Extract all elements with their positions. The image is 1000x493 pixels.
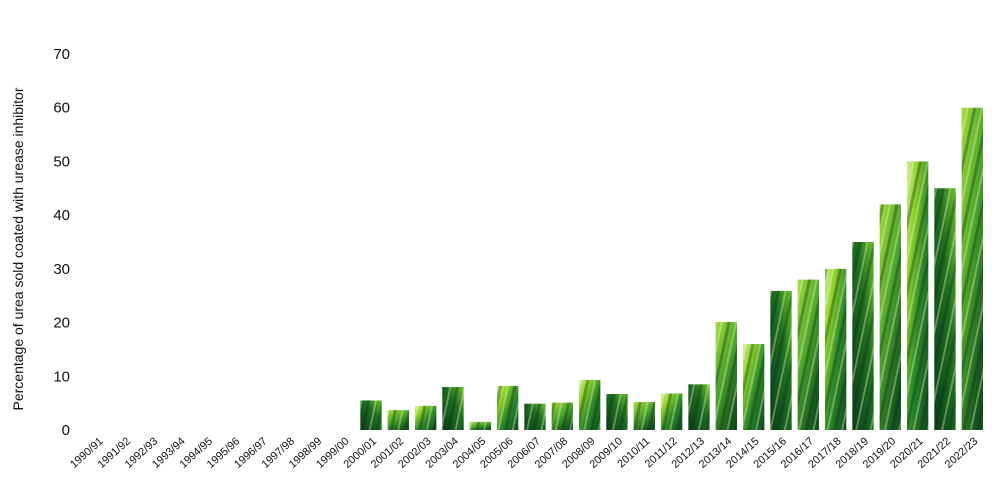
bar-texture	[852, 242, 874, 430]
bar	[469, 421, 491, 430]
bar-texture	[961, 107, 983, 431]
y-tick-label: 40	[53, 207, 70, 224]
bar	[688, 384, 710, 430]
y-axis-title: Percentage of urea sold coated with urea…	[10, 87, 26, 410]
y-tick-label: 10	[53, 368, 70, 385]
bar-texture	[360, 400, 382, 430]
bar	[497, 385, 519, 430]
bar	[524, 403, 546, 430]
y-tick-label: 30	[53, 261, 70, 278]
y-axis: 0 10 20 30 40 50 60 70	[53, 46, 70, 439]
bar-texture	[606, 394, 628, 430]
bar-texture	[524, 403, 546, 430]
bar	[934, 188, 956, 430]
bar-texture	[770, 290, 792, 430]
bar-texture	[743, 344, 765, 430]
bar	[797, 279, 819, 430]
bar-texture	[497, 385, 519, 430]
bar	[387, 410, 409, 430]
bar-texture	[825, 268, 847, 430]
bar	[825, 268, 847, 430]
x-axis: 1990/911991/921992/931993/941994/951995/…	[68, 435, 980, 471]
bar	[743, 344, 765, 430]
bar	[907, 161, 929, 430]
bar-texture	[797, 279, 819, 430]
bar	[661, 393, 683, 430]
y-tick-label: 70	[53, 46, 70, 63]
bar	[879, 204, 901, 430]
bar	[770, 290, 792, 430]
bar	[961, 107, 983, 431]
bar-texture	[715, 322, 737, 430]
bar	[360, 400, 382, 430]
bar	[551, 402, 573, 430]
bar-texture	[879, 204, 901, 430]
bar	[852, 242, 874, 430]
bar-texture	[387, 410, 409, 430]
bar	[606, 394, 628, 430]
bar-texture	[579, 380, 601, 430]
bar-texture	[551, 402, 573, 430]
bar	[442, 387, 464, 430]
bar-texture	[907, 161, 929, 430]
bar-texture	[415, 405, 437, 430]
bar	[633, 402, 655, 430]
bars	[360, 107, 983, 431]
bar-texture	[934, 188, 956, 430]
bar-texture	[688, 384, 710, 430]
bar-texture	[633, 402, 655, 430]
y-tick-label: 50	[53, 153, 70, 170]
bar-texture	[469, 421, 491, 430]
y-tick-label: 0	[62, 422, 70, 439]
bar	[415, 405, 437, 430]
bar-texture	[442, 387, 464, 430]
y-tick-label: 60	[53, 100, 70, 117]
bar	[579, 380, 601, 430]
y-tick-label: 20	[53, 315, 70, 332]
bar-texture	[661, 393, 683, 430]
bar	[715, 322, 737, 430]
